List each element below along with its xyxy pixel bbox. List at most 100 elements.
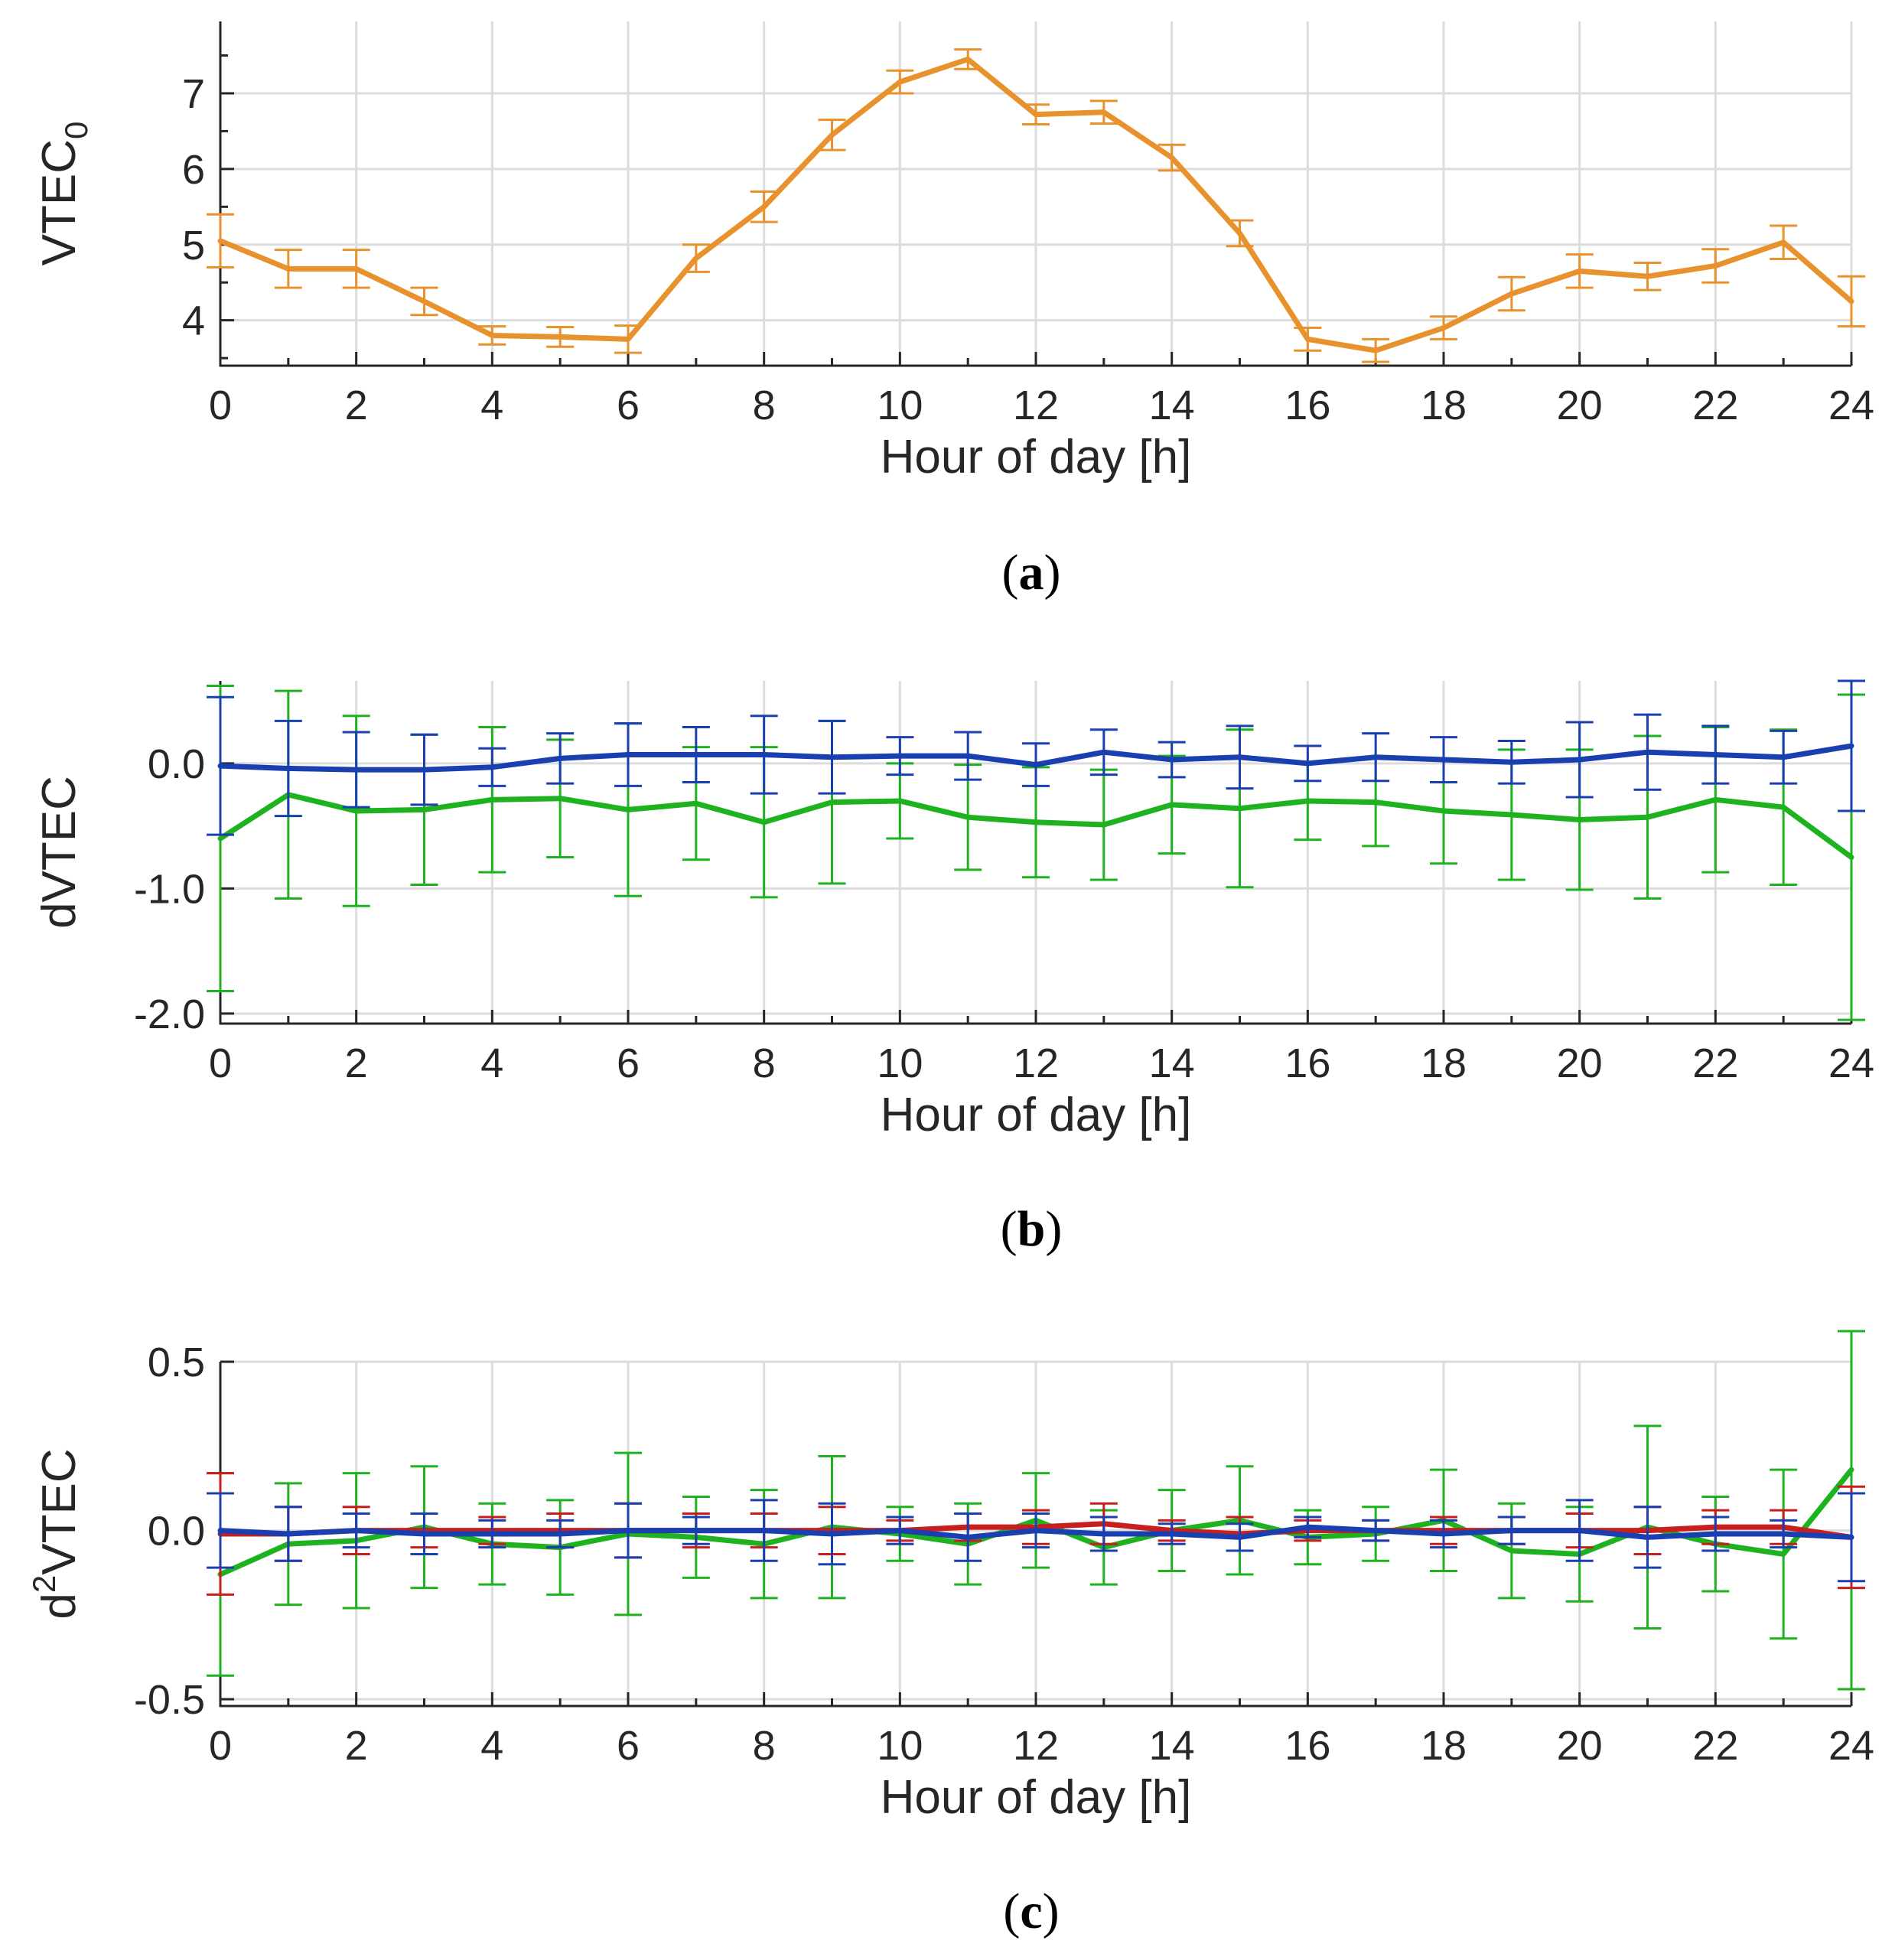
- data-point: [831, 756, 833, 758]
- data-point: [1375, 756, 1377, 758]
- x-tick-label: 4: [480, 1040, 503, 1086]
- data-point: [423, 809, 425, 811]
- x-tick-label: 20: [1557, 383, 1603, 428]
- data-point: [1443, 759, 1444, 761]
- data-point: [1783, 756, 1785, 758]
- x-tick-label: 14: [1149, 1040, 1195, 1086]
- data-point: [1646, 1536, 1649, 1538]
- data-point: [287, 268, 289, 270]
- data-point: [559, 1533, 562, 1535]
- data-point: [1646, 816, 1649, 819]
- data-point: [967, 816, 969, 819]
- data-point: [1239, 1536, 1241, 1538]
- data-point: [831, 134, 833, 136]
- data-point: [1239, 232, 1241, 234]
- x-tick-label: 22: [1692, 1723, 1738, 1769]
- x-tick-label: 6: [617, 383, 640, 428]
- data-point: [1171, 759, 1173, 761]
- data-point: [1443, 810, 1444, 812]
- data-point: [695, 1529, 697, 1532]
- data-point: [1646, 275, 1649, 278]
- x-tick-label: 18: [1421, 1723, 1467, 1769]
- x-tick-label: 12: [1013, 383, 1059, 428]
- x-tick-label: 10: [877, 1040, 923, 1086]
- x-tick-label: 4: [480, 383, 503, 428]
- data-point: [423, 1533, 425, 1535]
- y-tick-label: 4: [182, 298, 205, 344]
- data-point: [1375, 801, 1377, 803]
- x-tick-label: 6: [617, 1723, 640, 1769]
- data-point: [1102, 751, 1105, 754]
- x-tick-label: 2: [345, 1723, 368, 1769]
- x-tick-label: 6: [617, 1040, 640, 1086]
- data-point: [491, 766, 493, 768]
- data-point: [220, 838, 221, 840]
- data-point: [287, 1533, 289, 1535]
- data-point: [1851, 1469, 1852, 1471]
- x-tick-label: 22: [1692, 1040, 1738, 1086]
- x-tick-label: 0: [209, 1040, 232, 1086]
- x-tick-label: 8: [753, 1723, 776, 1769]
- x-tick-label: 16: [1285, 383, 1330, 428]
- data-point: [491, 1533, 493, 1535]
- data-point: [899, 799, 901, 802]
- x-tick-label: 0: [209, 1723, 232, 1769]
- data-point: [1239, 807, 1241, 809]
- x-tick-label: 14: [1149, 383, 1195, 428]
- series-VTEC0: [207, 48, 1865, 363]
- x-tick-label: 2: [345, 383, 368, 428]
- data-point: [1102, 111, 1105, 113]
- x-axis-title: Hour of day [h]: [881, 431, 1192, 483]
- x-tick-label: 16: [1285, 1723, 1330, 1769]
- data-point: [1578, 759, 1581, 761]
- data-point: [1510, 761, 1512, 763]
- data-point: [627, 1529, 629, 1532]
- data-point: [1102, 1533, 1105, 1535]
- data-point: [1035, 821, 1037, 823]
- data-point: [220, 239, 221, 242]
- data-point: [1851, 745, 1852, 747]
- data-point: [1307, 1526, 1309, 1529]
- y-tick-label: -1.0: [134, 866, 205, 912]
- y-tick-label: -0.5: [134, 1677, 205, 1723]
- data-point: [695, 754, 697, 756]
- data-point: [899, 81, 901, 83]
- x-tick-label: 24: [1828, 383, 1874, 428]
- data-point: [1646, 751, 1649, 754]
- data-point: [220, 1529, 221, 1532]
- data-point: [1307, 338, 1309, 340]
- data-point: [1510, 1550, 1512, 1552]
- data-point: [1510, 1529, 1512, 1532]
- data-point: [1171, 157, 1173, 159]
- data-point: [1510, 813, 1512, 816]
- y-tick-label: 5: [182, 223, 205, 269]
- data-point: [1578, 270, 1581, 272]
- data-point: [1851, 1536, 1852, 1538]
- data-point: [1035, 763, 1037, 766]
- data-point: [1171, 803, 1173, 806]
- data-point: [220, 765, 221, 767]
- data-point: [627, 338, 629, 340]
- data-point: [1578, 819, 1581, 821]
- data-point: [1035, 113, 1037, 116]
- y-axis-title: d2VTEC: [26, 1448, 86, 1619]
- data-point: [1035, 1529, 1037, 1532]
- data-point: [831, 1533, 833, 1535]
- y-axis-title: dVTEC: [33, 776, 86, 929]
- x-axis-title: Hour of day [h]: [881, 1771, 1192, 1824]
- series-blue: [207, 679, 1865, 836]
- data-point: [1443, 1533, 1444, 1535]
- data-point: [355, 268, 357, 270]
- data-point: [899, 1529, 901, 1532]
- data-point: [491, 799, 493, 801]
- data-point: [1783, 1553, 1785, 1555]
- data-point: [1783, 806, 1785, 809]
- x-tick-label: 18: [1421, 1040, 1467, 1086]
- y-tick-label: 0.5: [148, 1340, 205, 1385]
- data-point: [559, 757, 562, 760]
- x-tick-label: 24: [1828, 1040, 1874, 1086]
- data-point: [1783, 241, 1785, 243]
